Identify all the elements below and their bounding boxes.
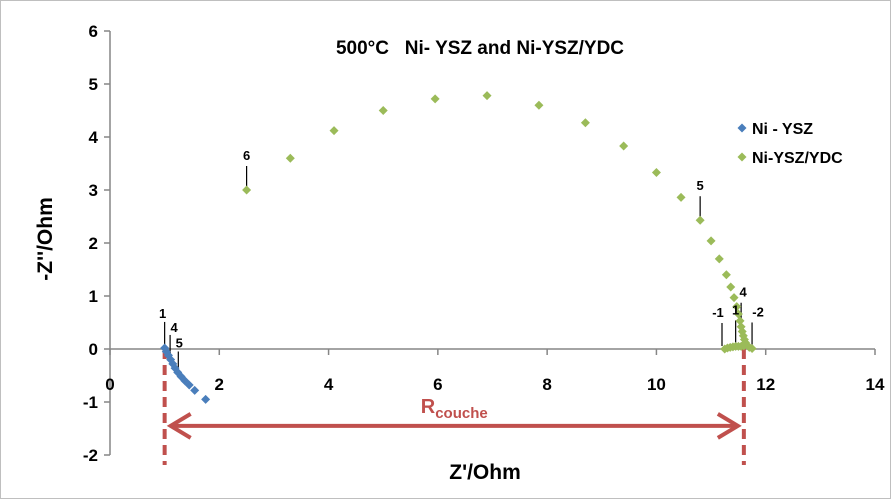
data-point (619, 141, 629, 151)
data-point (534, 100, 544, 110)
y-tick-label: -1 (83, 393, 98, 412)
series-ni-ysz-ydc (242, 91, 757, 354)
data-point (726, 282, 736, 292)
data-point (747, 343, 757, 353)
data-point (201, 394, 211, 404)
data-point (285, 153, 295, 163)
r-couche-dimension: Rcouche (162, 349, 746, 465)
x-tick-label: 8 (542, 375, 551, 394)
data-point (695, 215, 705, 225)
data-point (184, 380, 194, 390)
annotation-label: 4 (170, 320, 178, 335)
dimension-arrow-head-left (166, 412, 192, 440)
data-point (580, 118, 590, 128)
data-point (733, 309, 743, 319)
annotation-lines (164, 166, 753, 373)
data-point (190, 385, 200, 395)
annotation-label: 6 (243, 148, 250, 163)
data-point (651, 168, 661, 178)
y-tick-label: 0 (89, 340, 98, 359)
x-axis-title: Z'/Ohm (449, 461, 521, 484)
data-point (721, 270, 731, 280)
x-tick-label: 14 (866, 375, 885, 394)
y-axis-title: -Z''/Ohm (34, 197, 57, 280)
annotation-label: 5 (176, 336, 183, 351)
data-point (430, 94, 440, 104)
x-tick-label: 4 (324, 375, 334, 394)
data-point (482, 91, 492, 101)
y-tick-label: 3 (89, 181, 98, 200)
dimension-label-main: R (421, 396, 436, 418)
data-point (676, 192, 686, 202)
legend-label: Ni-YSZ/YDC (752, 150, 843, 167)
data-point (714, 254, 724, 264)
data-point (732, 302, 742, 312)
y-tick-label: -2 (83, 446, 98, 465)
y-tick-label: 6 (89, 22, 98, 41)
dimension-label-sub: couche (435, 405, 488, 422)
x-tick-label: 2 (215, 375, 224, 394)
x-tick-label: 12 (756, 375, 775, 394)
x-tick-label: 6 (433, 375, 442, 394)
y-tick-label: 2 (89, 234, 98, 253)
dimension-label: Rcouche (421, 396, 488, 422)
x-tick-label: 10 (647, 375, 666, 394)
y-tick-label: 5 (89, 75, 98, 94)
data-point (739, 341, 749, 351)
y-tick-label: 1 (89, 287, 98, 306)
y-tick-label: 4 (89, 128, 99, 147)
legend: Ni - YSZ Ni-YSZ/YDC (737, 121, 843, 167)
data-point (735, 316, 745, 326)
legend-label: Ni - YSZ (752, 121, 813, 138)
series-ni-ysz (160, 343, 211, 404)
annotation-label: 5 (697, 178, 704, 193)
data-point (729, 293, 739, 303)
legend-marker (737, 123, 747, 133)
data-point (378, 106, 388, 115)
data-point (242, 185, 252, 195)
x-tick-label: 0 (105, 375, 114, 394)
legend-marker (737, 152, 747, 162)
annotation-label: 1 (732, 302, 739, 317)
series-layer (160, 91, 757, 404)
annotation-label: -2 (752, 304, 764, 319)
data-point (329, 126, 339, 136)
data-point (706, 236, 716, 246)
annotation-label: -1 (712, 305, 724, 320)
chart-title: 500°C Ni- YSZ and Ni-YSZ/YDC (336, 38, 624, 59)
annotation-label: 1 (159, 306, 166, 321)
annotation-label: 4 (740, 285, 748, 300)
dimension-arrow-head-right (716, 412, 742, 440)
